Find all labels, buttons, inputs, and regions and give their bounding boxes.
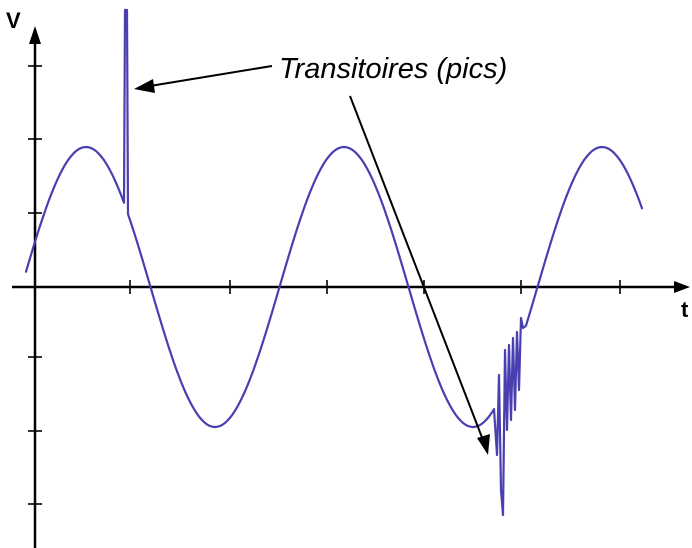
- transients-annotation: Transitoires (pics): [279, 53, 507, 85]
- v-axis-arrowhead: [29, 26, 41, 44]
- annotation-arrow-left: [149, 65, 273, 87]
- annotation-arrow-left-head: [134, 79, 155, 93]
- annotation-arrow-right-head: [477, 434, 490, 455]
- t-axis-arrowhead: [674, 281, 690, 293]
- t-axis-ticks: [129, 280, 621, 294]
- sine-waveform-with-transients: [24, 8, 644, 517]
- annotation-arrow-right: [349, 95, 484, 441]
- t-axis-label: t: [681, 297, 689, 322]
- v-axis-label: V: [6, 8, 21, 33]
- v-axis-ticks: [28, 65, 42, 505]
